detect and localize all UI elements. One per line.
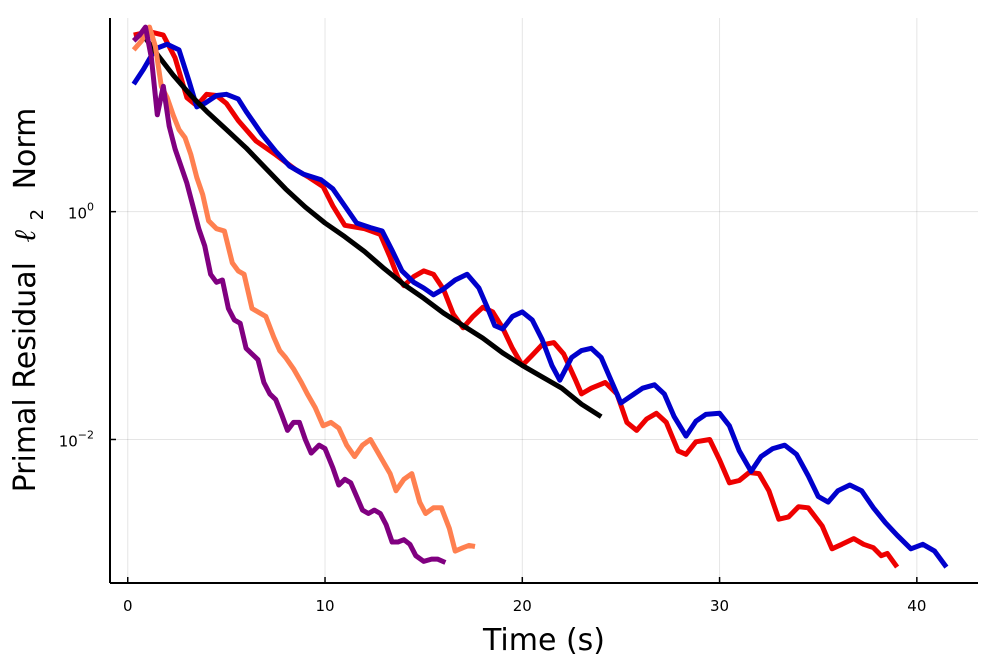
y-tick-label: 10−2 [59, 428, 94, 450]
y-axis-label-math-sub: 2 [27, 209, 48, 220]
x-tick-label: 10 [315, 597, 334, 615]
x-tick-label: 30 [710, 597, 729, 615]
y-axis-label-suffix: Norm [8, 108, 43, 190]
series-line-orange [131, 24, 476, 554]
x-tick-label: 20 [513, 597, 532, 615]
x-tick-label: 40 [907, 597, 926, 615]
series-line-purple [131, 24, 447, 565]
grid-layer [110, 18, 978, 583]
x-tick-label: 0 [123, 597, 133, 615]
y-tick-label-base: 10 [59, 432, 78, 450]
series-layer [131, 24, 949, 569]
y-axis-label: Primal Residual ℓ 2 Norm [8, 108, 51, 493]
y-tick-label-base: 10 [68, 205, 87, 223]
series-line-black [139, 31, 603, 419]
y-tick-label-exponent: 0 [87, 201, 94, 214]
axes-layer [109, 18, 978, 584]
x-axis-label: Time (s) [482, 623, 605, 658]
y-tick-label: 100 [68, 201, 94, 223]
y-tick-label-exponent: −2 [78, 428, 94, 441]
y-axis-label-math: ℓ [8, 229, 43, 242]
y-axis-label-main: Primal Residual [8, 262, 43, 492]
series-line-blue [131, 41, 949, 569]
